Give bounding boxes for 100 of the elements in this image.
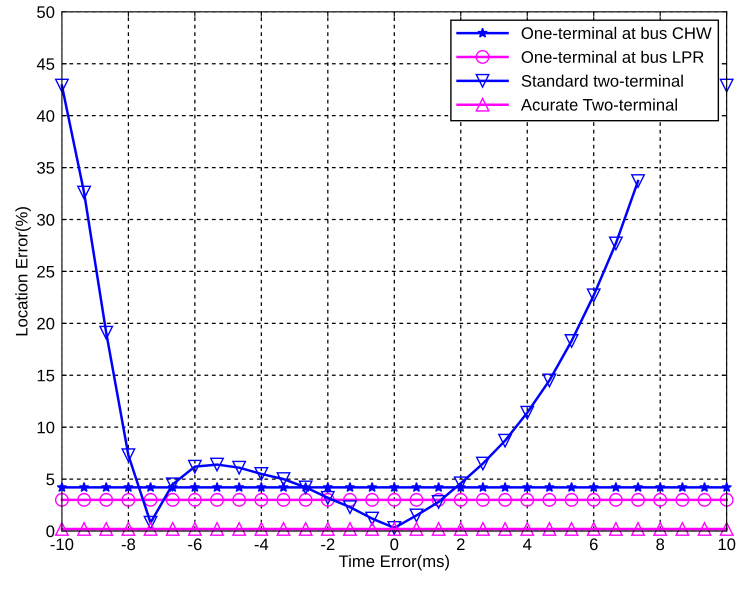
point [188,460,202,474]
point [99,492,114,507]
x-tick-label: 8 [656,538,664,550]
point [322,482,334,492]
point [520,492,534,507]
x-tick-label: -10 [50,538,74,550]
point [232,522,246,536]
point [454,522,468,536]
point [254,522,268,536]
point [410,522,424,536]
point [298,492,313,507]
point [365,492,380,507]
point [188,492,202,507]
point [121,448,136,462]
x-tick-label: 10 [718,538,736,550]
point [388,482,400,492]
point [210,458,224,472]
point [100,482,112,492]
point [586,288,601,302]
x-tick-label: -4 [254,538,268,550]
point [631,522,645,536]
y-axis-title: Location Error(%) [15,207,31,336]
point [720,78,734,93]
point [121,492,136,507]
point [99,326,114,340]
point [698,522,712,536]
point [254,492,268,507]
point [522,482,533,492]
point [77,522,92,536]
point [454,476,468,490]
x-axis-title: Time Error(ms) [338,554,449,570]
point [144,516,158,530]
x-tick-label: -2 [321,538,334,550]
point [278,482,289,492]
point [99,522,114,536]
point [365,522,380,536]
point [432,522,446,536]
point [564,522,578,536]
y-tick-label: 35 [37,162,54,174]
y-tick-label: 20 [37,318,54,330]
point [210,522,224,536]
point [498,522,512,536]
point [77,186,92,200]
point [166,477,180,492]
point [366,482,378,492]
point [298,522,313,536]
point [254,466,268,481]
point [610,482,622,492]
x-tick-label: 6 [590,538,598,550]
point [608,236,623,250]
point [498,434,512,448]
point [320,522,335,536]
point [698,492,712,507]
point [212,482,222,492]
point [566,482,577,492]
point [498,492,512,507]
x-tick-label: 4 [523,538,532,550]
point [144,492,158,507]
point [78,482,90,492]
point [608,492,623,507]
point [54,522,69,536]
point [608,522,623,536]
y-tick-label: 5 [46,474,54,486]
point [77,492,92,507]
point [631,174,645,188]
legend-label: Acurate Two-terminal [520,98,677,111]
point [123,482,134,492]
y-tick-label: 0 [46,525,54,538]
y-tick-label: 45 [36,58,54,70]
y-tick-label: 40 [36,110,54,122]
legend-label: One-terminal at bus CHW [522,26,712,40]
point [520,406,534,420]
point [654,482,666,492]
point [542,374,556,388]
x-tick-label: -8 [122,538,136,550]
y-tick-label: 50 [37,6,54,18]
point [343,522,357,536]
point [56,482,68,492]
point [276,522,290,536]
y-tick-label: 25 [37,266,54,278]
point [432,492,446,507]
point [542,492,556,507]
point [121,522,136,536]
point [144,522,158,536]
x-tick-label: -6 [188,538,202,550]
point [476,492,490,507]
point [478,482,488,492]
point [54,492,69,507]
point [564,492,578,507]
point [500,482,510,492]
point [166,492,180,507]
point [677,482,688,492]
point [365,512,380,526]
point [653,492,668,507]
point [675,522,690,536]
x-tick-label: 0 [390,538,398,550]
point [54,78,69,93]
point [410,508,424,522]
point [586,522,601,536]
point [343,492,357,507]
